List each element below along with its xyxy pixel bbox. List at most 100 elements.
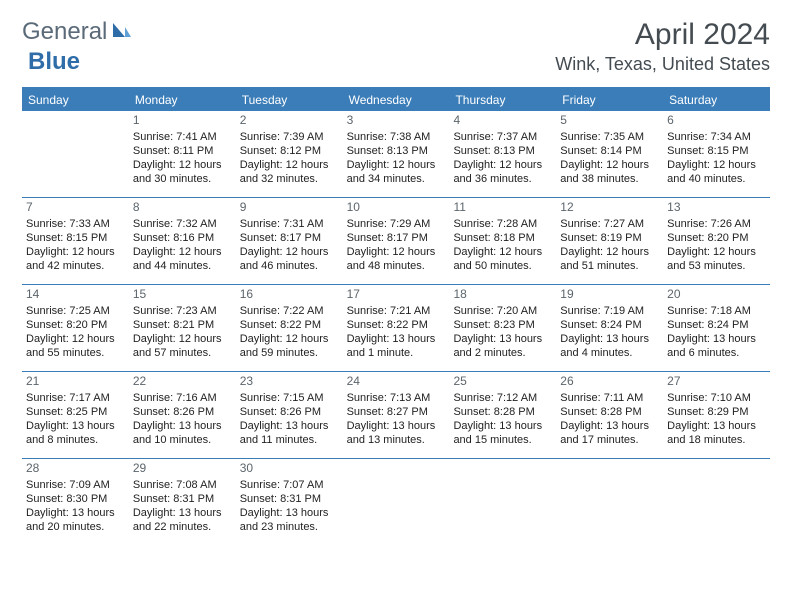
sunrise-line: Sunrise: 7:10 AM (667, 391, 766, 405)
sunset-line: Sunset: 8:28 PM (560, 405, 659, 419)
sunrise-line: Sunrise: 7:21 AM (347, 304, 446, 318)
day-number: 27 (667, 374, 766, 390)
day-cell: 3Sunrise: 7:38 AMSunset: 8:13 PMDaylight… (343, 111, 450, 197)
day-cell: 19Sunrise: 7:19 AMSunset: 8:24 PMDayligh… (556, 285, 663, 371)
daylight-line: Daylight: 12 hours and 34 minutes. (347, 158, 446, 187)
day-cell: 22Sunrise: 7:16 AMSunset: 8:26 PMDayligh… (129, 372, 236, 458)
day-cell: 20Sunrise: 7:18 AMSunset: 8:24 PMDayligh… (663, 285, 770, 371)
brand-logo: General (22, 18, 133, 46)
sunset-line: Sunset: 8:28 PM (453, 405, 552, 419)
day-number: 19 (560, 287, 659, 303)
sunrise-line: Sunrise: 7:31 AM (240, 217, 339, 231)
sunset-line: Sunset: 8:19 PM (560, 231, 659, 245)
day-cell: 17Sunrise: 7:21 AMSunset: 8:22 PMDayligh… (343, 285, 450, 371)
day-number: 20 (667, 287, 766, 303)
daylight-line: Daylight: 13 hours and 8 minutes. (26, 419, 125, 448)
day-number: 14 (26, 287, 125, 303)
day-cell: 8Sunrise: 7:32 AMSunset: 8:16 PMDaylight… (129, 198, 236, 284)
calendar-body: 1Sunrise: 7:41 AMSunset: 8:11 PM Daylight… (22, 111, 770, 545)
day-header: Friday (556, 89, 663, 111)
day-cell: 30Sunrise: 7:07 AMSunset: 8:31 PMDayligh… (236, 459, 343, 545)
day-number: 1 (133, 113, 232, 129)
day-cell: 29Sunrise: 7:08 AMSunset: 8:31 PMDayligh… (129, 459, 236, 545)
daylight-line: Daylight: 12 hours and 44 minutes. (133, 245, 232, 274)
daylight-line: Daylight: 13 hours and 15 minutes. (453, 419, 552, 448)
day-number: 18 (453, 287, 552, 303)
week-row: 14Sunrise: 7:25 AMSunset: 8:20 PMDayligh… (22, 285, 770, 372)
daylight-line: Daylight: 12 hours and 51 minutes. (560, 245, 659, 274)
day-header: Wednesday (343, 89, 450, 111)
daylight-line: Daylight: 13 hours and 23 minutes. (240, 506, 339, 535)
sunrise-line: Sunrise: 7:41 AM (133, 130, 232, 144)
day-number: 22 (133, 374, 232, 390)
sunset-line: Sunset: 8:20 PM (667, 231, 766, 245)
sunrise-line: Sunrise: 7:09 AM (26, 478, 125, 492)
day-number: 6 (667, 113, 766, 129)
day-header: Thursday (449, 89, 556, 111)
day-number: 5 (560, 113, 659, 129)
day-cell: 25Sunrise: 7:12 AMSunset: 8:28 PMDayligh… (449, 372, 556, 458)
day-number: 24 (347, 374, 446, 390)
day-number: 8 (133, 200, 232, 216)
day-number: 7 (26, 200, 125, 216)
sunset-line: Sunset: 8:16 PM (133, 231, 232, 245)
sunset-line: Sunset: 8:22 PM (347, 318, 446, 332)
daylight-line: Daylight: 13 hours and 22 minutes. (133, 506, 232, 535)
sunset-line: Sunset: 8:20 PM (26, 318, 125, 332)
daylight-line: Daylight: 13 hours and 18 minutes. (667, 419, 766, 448)
sunrise-line: Sunrise: 7:32 AM (133, 217, 232, 231)
daylight-line: Daylight: 12 hours and 42 minutes. (26, 245, 125, 274)
day-number: 4 (453, 113, 552, 129)
day-number: 11 (453, 200, 552, 216)
day-cell: 28Sunrise: 7:09 AMSunset: 8:30 PMDayligh… (22, 459, 129, 545)
day-cell: 23Sunrise: 7:15 AMSunset: 8:26 PMDayligh… (236, 372, 343, 458)
day-cell: 7Sunrise: 7:33 AMSunset: 8:15 PMDaylight… (22, 198, 129, 284)
day-cell: 4Sunrise: 7:37 AMSunset: 8:13 PMDaylight… (449, 111, 556, 197)
sunset-line: Sunset: 8:29 PM (667, 405, 766, 419)
sunrise-line: Sunrise: 7:38 AM (347, 130, 446, 144)
sunset-line: Sunset: 8:26 PM (240, 405, 339, 419)
day-cell: 9Sunrise: 7:31 AMSunset: 8:17 PMDaylight… (236, 198, 343, 284)
brand-part1: General (22, 18, 107, 46)
sunrise-line: Sunrise: 7:27 AM (560, 217, 659, 231)
day-cell: 15Sunrise: 7:23 AMSunset: 8:21 PMDayligh… (129, 285, 236, 371)
day-cell: 18Sunrise: 7:20 AMSunset: 8:23 PMDayligh… (449, 285, 556, 371)
sunrise-line: Sunrise: 7:16 AM (133, 391, 232, 405)
day-number: 10 (347, 200, 446, 216)
day-number: 15 (133, 287, 232, 303)
daylight-line: Daylight: 12 hours and 40 minutes. (667, 158, 766, 187)
daylight-line: Daylight: 12 hours and 36 minutes. (453, 158, 552, 187)
day-number: 12 (560, 200, 659, 216)
sunset-line: Sunset: 8:26 PM (133, 405, 232, 419)
daylight-line: Daylight: 13 hours and 13 minutes. (347, 419, 446, 448)
sunrise-line: Sunrise: 7:23 AM (133, 304, 232, 318)
day-cell: 10Sunrise: 7:29 AMSunset: 8:17 PMDayligh… (343, 198, 450, 284)
day-number: 21 (26, 374, 125, 390)
day-cell: 21Sunrise: 7:17 AMSunset: 8:25 PMDayligh… (22, 372, 129, 458)
sunrise-line: Sunrise: 7:20 AM (453, 304, 552, 318)
title-block: April 2024 Wink, Texas, United States (555, 18, 770, 75)
day-cell (663, 459, 770, 545)
day-cell: 16Sunrise: 7:22 AMSunset: 8:22 PMDayligh… (236, 285, 343, 371)
sunrise-line: Sunrise: 7:12 AM (453, 391, 552, 405)
sunrise-line: Sunrise: 7:39 AM (240, 130, 339, 144)
day-number: 23 (240, 374, 339, 390)
sunrise-line: Sunrise: 7:37 AM (453, 130, 552, 144)
sunset-line: Sunset: 8:17 PM (240, 231, 339, 245)
calendar: SundayMondayTuesdayWednesdayThursdayFrid… (22, 87, 770, 545)
sunset-line: Sunset: 8:11 PM (133, 144, 232, 158)
day-number: 29 (133, 461, 232, 477)
sunrise-line: Sunrise: 7:33 AM (26, 217, 125, 231)
daylight-line: Daylight: 13 hours and 11 minutes. (240, 419, 339, 448)
daylight-line: Daylight: 12 hours and 53 minutes. (667, 245, 766, 274)
daylight-line: Daylight: 12 hours and 46 minutes. (240, 245, 339, 274)
day-cell: 2Sunrise: 7:39 AMSunset: 8:12 PMDaylight… (236, 111, 343, 197)
day-header: Tuesday (236, 89, 343, 111)
daylight-line: Daylight: 12 hours and 50 minutes. (453, 245, 552, 274)
sunset-line: Sunset: 8:24 PM (667, 318, 766, 332)
daylight-line: Daylight: 12 hours and 59 minutes. (240, 332, 339, 361)
day-cell: 27Sunrise: 7:10 AMSunset: 8:29 PMDayligh… (663, 372, 770, 458)
sunset-line: Sunset: 8:17 PM (347, 231, 446, 245)
sail-icon (111, 18, 133, 46)
daylight-line: Daylight: 12 hours and 57 minutes. (133, 332, 232, 361)
